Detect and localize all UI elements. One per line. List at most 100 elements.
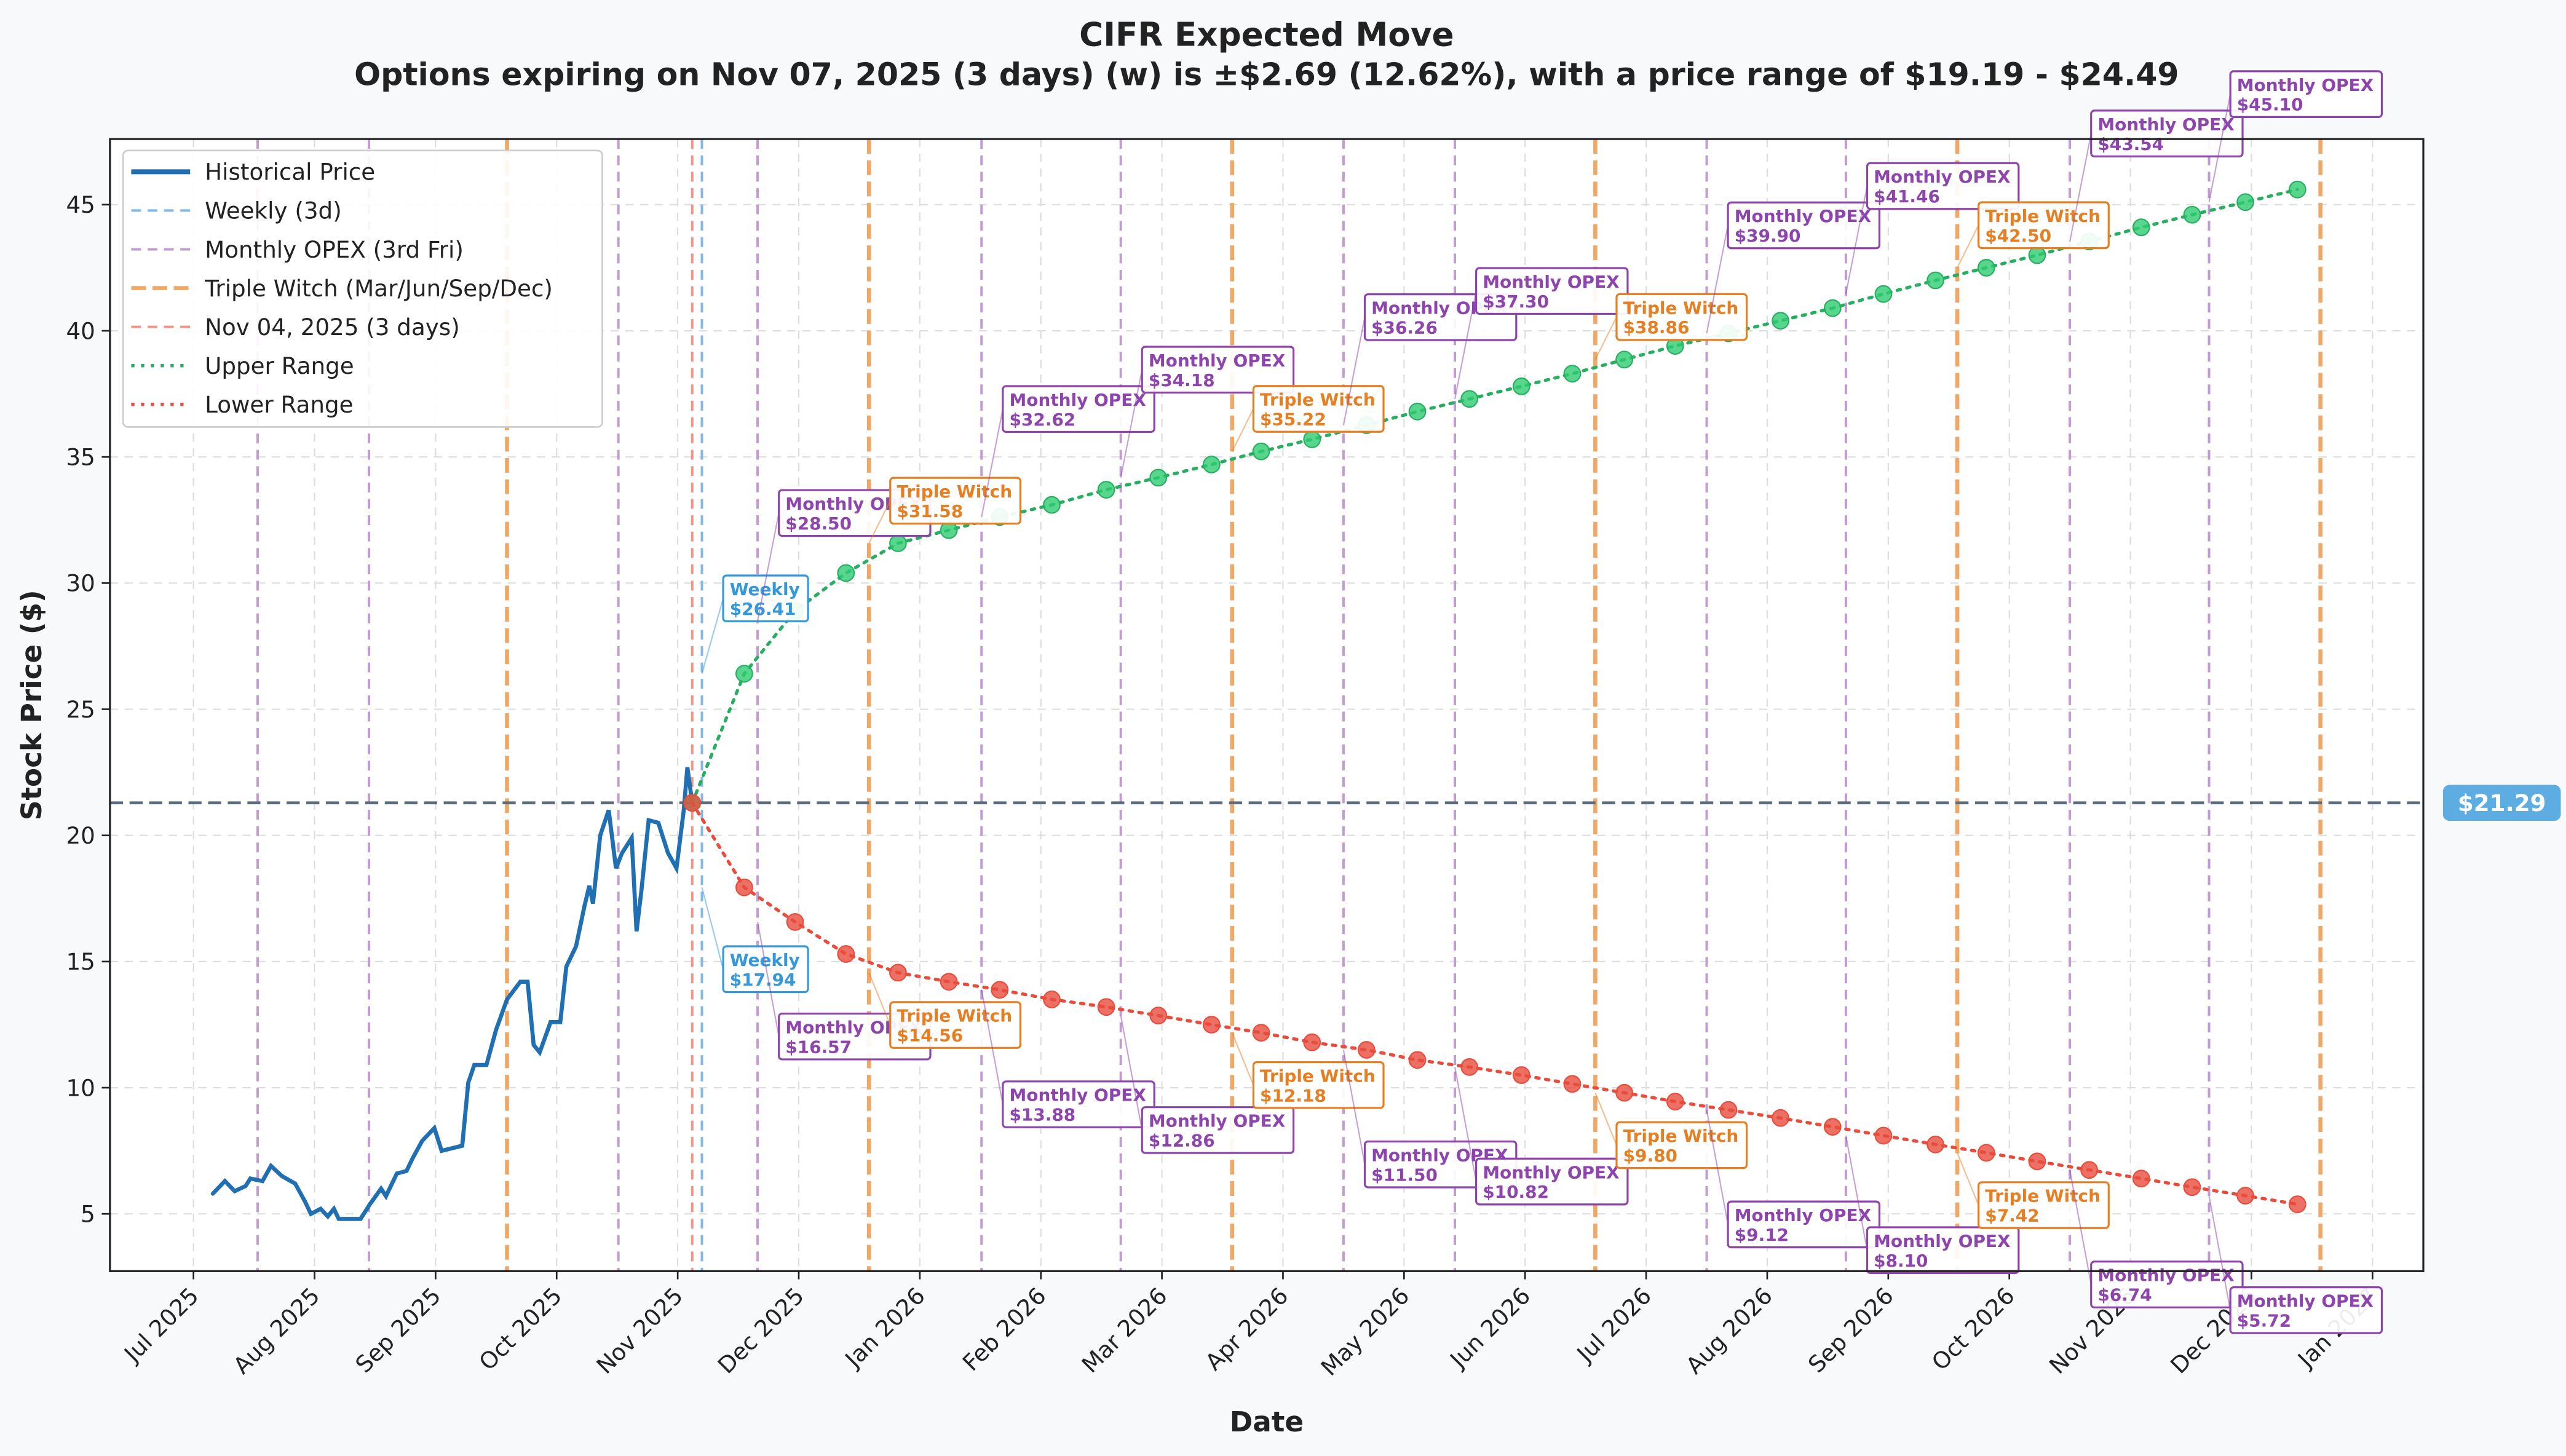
data-point xyxy=(1563,365,1582,383)
annotation-value: $35.22 xyxy=(1260,410,1326,430)
annotation-value: $10.82 xyxy=(1483,1182,1549,1202)
annotation: Monthly OPEX$10.82 xyxy=(1475,1157,1629,1206)
annotation: Monthly OPEX$39.90 xyxy=(1727,201,1881,250)
annotation: Triple Witch$9.80 xyxy=(1615,1121,1748,1169)
annotation-text: Triple Witch xyxy=(1623,298,1739,318)
chart-title: CIFR Expected Move xyxy=(1079,15,1454,53)
current-price-label: $21.29 xyxy=(2458,789,2546,817)
data-point xyxy=(1303,1033,1321,1051)
data-point xyxy=(1512,1066,1530,1084)
data-point xyxy=(1202,456,1221,473)
annotation: Monthly OPEX$9.12 xyxy=(1727,1200,1881,1249)
data-point xyxy=(940,973,958,991)
data-point xyxy=(2183,1178,2201,1197)
annotation-value: $14.56 xyxy=(897,1026,963,1046)
annotation-connector xyxy=(1342,317,1366,425)
data-point xyxy=(991,981,1009,999)
data-point xyxy=(1149,1007,1168,1025)
data-point xyxy=(735,665,753,683)
annotation-text: Monthly OPEX xyxy=(1009,1085,1146,1106)
y-axis-label: Stock Price ($) xyxy=(15,590,48,820)
annotation-connector xyxy=(1706,1109,1729,1225)
annotation-connector xyxy=(1231,1032,1254,1086)
annotation-text: Triple Witch xyxy=(1985,206,2101,226)
legend-box xyxy=(122,149,603,428)
annotation-value: $9.12 xyxy=(1735,1225,1789,1245)
data-point xyxy=(2236,193,2254,212)
annotation: Monthly OPEX$34.18 xyxy=(1141,346,1295,394)
legend-label: Triple Witch (Mar/Jun/Sep/Dec) xyxy=(204,275,553,302)
data-point xyxy=(1252,442,1270,461)
data-point xyxy=(1823,299,1842,317)
annotation-box xyxy=(889,1001,1021,1049)
annotation-connector xyxy=(1957,1152,1979,1206)
data-point xyxy=(1874,285,1893,303)
y-tick-label: 15 xyxy=(66,948,95,975)
annotation-connector xyxy=(757,513,780,622)
annotation-text: Triple Witch xyxy=(897,1006,1012,1026)
data-point xyxy=(1615,350,1634,369)
data-point xyxy=(1874,1126,1893,1145)
data-point xyxy=(2132,218,2150,237)
annotation: Triple Witch$14.56 xyxy=(889,1001,1021,1049)
annotation-value: $34.18 xyxy=(1149,370,1215,390)
annotation: Weekly$17.94 xyxy=(722,945,809,994)
data-point xyxy=(1303,430,1321,448)
annotation-connector xyxy=(1845,1135,1868,1251)
annotation-value: $26.41 xyxy=(730,599,796,619)
annotation: Weekly$26.41 xyxy=(722,574,809,623)
y-tick-label: 5 xyxy=(81,1201,95,1228)
annotation-value: $31.58 xyxy=(897,501,963,521)
legend-label: Weekly (3d) xyxy=(205,197,342,224)
annotation-connector xyxy=(1845,186,1868,295)
annotation-box xyxy=(1978,201,2110,250)
annotation-box xyxy=(2229,70,2383,118)
annotation: Triple Witch$12.18 xyxy=(1252,1061,1385,1109)
annotation-box xyxy=(1727,201,1881,250)
annotation-connector xyxy=(1342,1050,1366,1165)
data-point xyxy=(1977,1144,1995,1162)
annotation-connector xyxy=(981,409,1004,518)
annotation-value: $12.18 xyxy=(1260,1085,1326,1106)
annotation-connector xyxy=(701,598,724,674)
data-point xyxy=(1926,271,1944,290)
annotation-value: $37.30 xyxy=(1483,291,1549,312)
annotation: Triple Witch$38.86 xyxy=(1615,293,1748,341)
annotation-text: Monthly OPEX xyxy=(1483,272,1619,292)
data-point xyxy=(1097,481,1115,499)
annotation-box xyxy=(1252,385,1385,433)
y-tick-label: 35 xyxy=(66,443,95,470)
annotation-text: Monthly OPEX xyxy=(1735,206,1871,226)
data-point xyxy=(2132,1169,2150,1188)
y-tick-label: 30 xyxy=(66,570,95,597)
annotation-box xyxy=(1475,1157,1629,1206)
chart-subtitle: Options expiring on Nov 07, 2025 (3 days… xyxy=(354,56,2179,92)
annotation-text: Monthly OPEX xyxy=(1009,390,1146,410)
annotation: Monthly OPEX$32.62 xyxy=(1002,385,1155,433)
data-point xyxy=(1043,991,1061,1008)
y-tick-label: 20 xyxy=(66,822,95,849)
data-point xyxy=(683,794,702,812)
annotation-text: Monthly OPEX xyxy=(2097,114,2234,135)
annotation-value: $36.26 xyxy=(1371,317,1438,338)
legend-label: Lower Range xyxy=(205,391,353,418)
data-point xyxy=(2236,1187,2254,1205)
annotation: Monthly OPEX$6.74 xyxy=(2090,1260,2244,1308)
annotation-value: $38.86 xyxy=(1623,317,1690,338)
annotation-text: Triple Witch xyxy=(1260,390,1376,410)
annotation: Monthly OPEX$13.88 xyxy=(1002,1080,1155,1128)
data-point xyxy=(1977,259,1995,277)
annotation-value: $7.42 xyxy=(1985,1206,2039,1226)
annotation-value: $5.72 xyxy=(2237,1311,2291,1331)
annotation-box xyxy=(1978,1181,2110,1229)
annotation-box xyxy=(1002,385,1155,433)
annotation-value: $8.10 xyxy=(1874,1251,1928,1271)
data-point xyxy=(1772,312,1789,330)
annotation-connector xyxy=(2208,1195,2231,1311)
data-point xyxy=(2080,1161,2098,1179)
annotation-text: Triple Witch xyxy=(1260,1066,1376,1086)
legend-label: Historical Price xyxy=(205,159,375,186)
annotation-text: Triple Witch xyxy=(1985,1186,2101,1206)
